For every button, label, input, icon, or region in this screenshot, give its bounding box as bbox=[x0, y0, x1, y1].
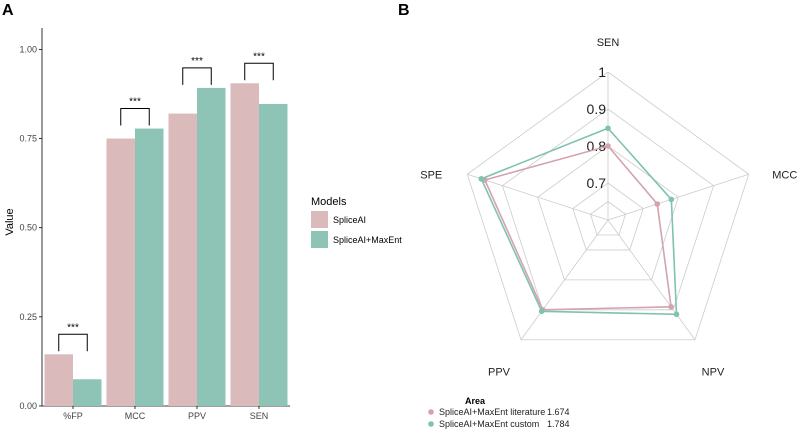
significance-label: *** bbox=[129, 97, 141, 108]
radar-legend-area: 1.674 bbox=[547, 407, 570, 417]
bar-spliceai-ppv bbox=[168, 113, 197, 407]
bar-spliceai-mcc bbox=[106, 138, 135, 406]
radar-spoke bbox=[607, 173, 749, 221]
bar-legend: Models SpliceAI SpliceAI+MaxEnt bbox=[311, 196, 402, 248]
radar-point bbox=[605, 143, 611, 149]
y-tick-label: 0.25 bbox=[19, 312, 37, 322]
y-tick-label: 0.50 bbox=[19, 223, 37, 233]
bar-spliceai-maxent-ppv bbox=[197, 87, 226, 407]
radar-point bbox=[478, 176, 485, 182]
significance-label: *** bbox=[253, 51, 265, 62]
radar-axis-label: MCC bbox=[772, 169, 797, 181]
radar-ring-label: 1 bbox=[598, 64, 606, 80]
radar-legend-label: SpliceAI+MaxEnt custom bbox=[439, 419, 539, 429]
radar-axis-label: SPE bbox=[420, 169, 442, 181]
radar-chart: Area SpliceAI+MaxEnt literature 1.674 Spli… bbox=[420, 37, 797, 429]
radar-grid-ring bbox=[501, 108, 715, 311]
significance-label: *** bbox=[67, 322, 79, 333]
radar-point bbox=[668, 196, 675, 203]
radar-legend-marker bbox=[428, 421, 434, 427]
x-tick-label: MCC bbox=[125, 411, 146, 421]
radar-point bbox=[605, 125, 611, 132]
legend-swatch bbox=[311, 231, 328, 248]
panel-b-label: B bbox=[398, 2, 410, 19]
radar-grid-ring bbox=[466, 71, 750, 341]
significance-label: *** bbox=[191, 56, 203, 67]
radar-legend-title: Area bbox=[465, 396, 486, 406]
bar-spliceai-sen bbox=[230, 83, 259, 406]
significance-bracket bbox=[120, 108, 150, 126]
x-tick-label: %FP bbox=[63, 411, 83, 421]
radar-point bbox=[538, 308, 545, 315]
radar-series-literature bbox=[483, 145, 672, 311]
x-tick-label: SEN bbox=[250, 411, 269, 421]
bar-spliceai-maxent-pctfp bbox=[73, 379, 102, 406]
significance-bracket bbox=[244, 62, 274, 81]
radar-spoke bbox=[520, 219, 609, 340]
radar-ring-label: 0.7 bbox=[587, 175, 607, 191]
bar-legend-title: Models bbox=[311, 196, 347, 208]
legend-label: SpliceAI+MaxEnt bbox=[333, 235, 402, 245]
radar-spoke bbox=[607, 219, 696, 340]
legend-swatch bbox=[311, 211, 328, 228]
y-tick-label: 0.75 bbox=[19, 134, 37, 144]
bar-spliceai-maxent-sen bbox=[259, 103, 288, 406]
radar-legend-area: 1.784 bbox=[547, 419, 570, 429]
radar-axis-label: NPV bbox=[702, 367, 725, 379]
radar-grid-ring bbox=[589, 201, 627, 236]
radar-axis-label: PPV bbox=[488, 367, 511, 379]
y-tick-label: 0.00 bbox=[19, 401, 37, 411]
bar-spliceai-maxent-mcc bbox=[135, 128, 164, 407]
radar-grid-ring bbox=[572, 182, 644, 251]
radar-axis-label: SEN bbox=[597, 37, 620, 49]
radar-ring-label: 0.9 bbox=[587, 101, 607, 117]
bar-chart: Value Models SpliceAI SpliceAI+MaxEnt 0.0… bbox=[4, 28, 402, 421]
radar-point bbox=[654, 201, 661, 207]
radar-grid-ring bbox=[537, 145, 679, 281]
significance-bracket bbox=[58, 333, 88, 352]
bar-spliceai-pctfp bbox=[44, 354, 73, 406]
radar-point bbox=[673, 311, 680, 318]
radar-series-custom bbox=[480, 127, 678, 316]
radar-spoke bbox=[467, 173, 609, 221]
legend-label: SpliceAI bbox=[333, 215, 366, 225]
radar-legend: Area SpliceAI+MaxEnt literature 1.674 Spli… bbox=[428, 396, 570, 429]
radar-legend-label: SpliceAI+MaxEnt literature bbox=[439, 407, 545, 417]
bar-y-axis-title: Value bbox=[4, 208, 16, 235]
significance-bracket bbox=[182, 67, 212, 85]
panel-a-label: A bbox=[2, 2, 14, 19]
radar-legend-marker bbox=[428, 409, 434, 415]
y-tick-label: 1.00 bbox=[19, 44, 37, 54]
x-tick-label: PPV bbox=[188, 411, 206, 421]
radar-point bbox=[668, 304, 674, 310]
